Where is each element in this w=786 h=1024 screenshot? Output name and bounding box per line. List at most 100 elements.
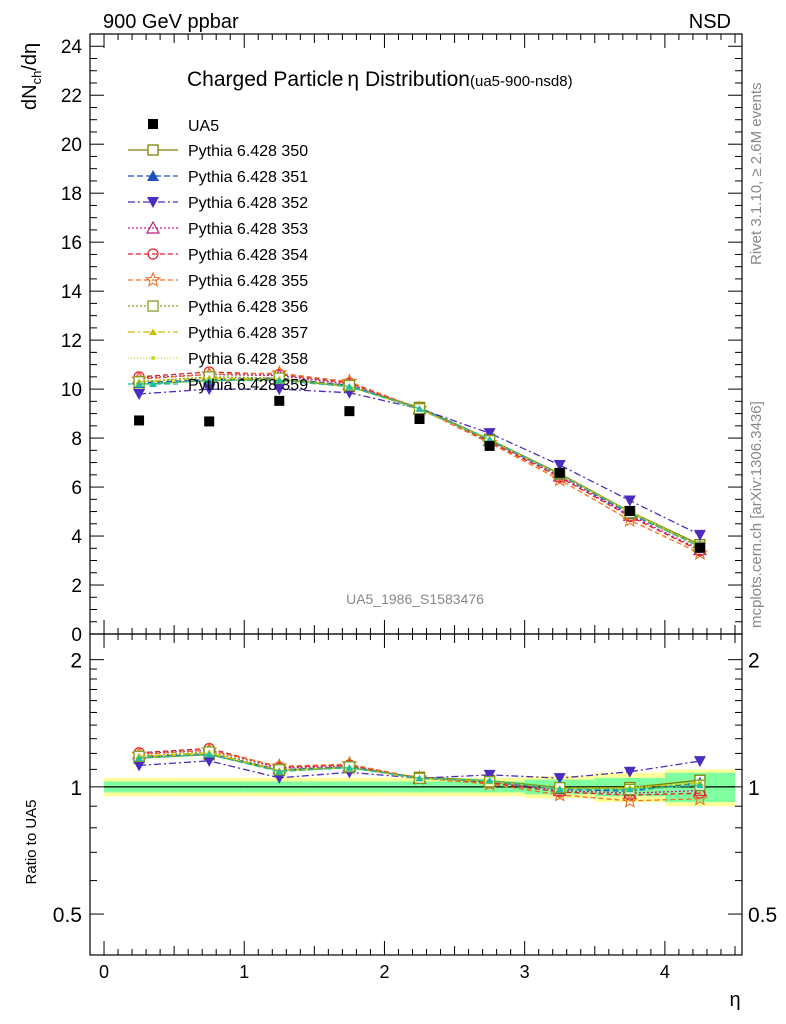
- legend-label: Pythia 6.428 351: [188, 169, 308, 186]
- ratio-series-point: [205, 751, 214, 758]
- series-point: [203, 384, 216, 396]
- ratio-series-point: [133, 760, 146, 772]
- ratio-series-point: [623, 766, 636, 778]
- series-352: [133, 384, 706, 785]
- y-tick-label: 8: [71, 429, 82, 450]
- series-point: [133, 389, 146, 400]
- ratio-series-point: [691, 790, 708, 806]
- series-point: [275, 377, 284, 384]
- legend-marker: [147, 170, 159, 181]
- legend-marker: [145, 220, 161, 234]
- legend-label: Pythia 6.428 354: [188, 247, 308, 264]
- ratio-series-point: [555, 785, 564, 793]
- legend-marker: [147, 144, 159, 156]
- ratio-series-point: [695, 781, 704, 789]
- legend-label: Pythia 6.428 359: [188, 377, 308, 394]
- y-tick-label: 18: [61, 184, 82, 205]
- data-point: [694, 542, 705, 553]
- ratio-tick-label-right: 0.5: [748, 904, 777, 927]
- legend-label: Pythia 6.428 355: [188, 273, 308, 290]
- ratio-series-point: [135, 754, 144, 762]
- series-line: [139, 377, 701, 547]
- data-point: [624, 506, 635, 517]
- y-tick-label: 2: [71, 576, 82, 597]
- y-tick-label: 6: [71, 478, 82, 499]
- y-axis-label: dNch/dη: [19, 43, 44, 110]
- series-point: [345, 383, 354, 390]
- ratio-tick-label-right: 2: [748, 650, 760, 673]
- legend-label: Pythia 6.428 358: [188, 351, 308, 368]
- series-357: [135, 374, 704, 792]
- series-line: [139, 371, 701, 552]
- y-tick-label: 22: [61, 86, 82, 107]
- plot-title-eta: η: [347, 68, 359, 91]
- series-line: [139, 378, 701, 547]
- rivet-label: Rivet 3.1.10, ≥ 2.6M events: [748, 83, 765, 266]
- y-tick-label: 14: [61, 282, 83, 303]
- series-point: [553, 460, 566, 472]
- series-353: [132, 367, 707, 799]
- data-point: [274, 395, 285, 406]
- ratio-series-point: [273, 772, 286, 784]
- process-label: NSD: [689, 11, 731, 33]
- ratio-series-point: [485, 777, 494, 784]
- x-axis-label: η: [729, 989, 740, 1011]
- legend: UA5 Pythia 6.428 350 Pythia 6.428 351 Pythi…: [128, 118, 308, 394]
- y-tick-label: 16: [61, 233, 82, 254]
- series-point: [693, 529, 706, 541]
- series-layer: [131, 364, 708, 808]
- series-point: [415, 405, 424, 412]
- y-axis-label-sub: ch: [29, 71, 44, 85]
- legend-marker-data: [148, 119, 158, 129]
- series-point: [205, 377, 214, 384]
- ratio-series-point: [553, 773, 566, 785]
- series-line: [139, 372, 701, 554]
- x-tick-label: 1: [239, 962, 249, 982]
- series-point: [485, 435, 494, 443]
- x-tick-label: 0: [99, 962, 109, 982]
- y-tick-label: 24: [61, 37, 83, 58]
- ratio-panel-frame: [89, 633, 743, 956]
- legend-marker: [151, 356, 155, 360]
- legend-label: Pythia 6.428 352: [188, 195, 308, 212]
- series-350: [133, 373, 706, 794]
- legend-label: Pythia 6.428 356: [188, 299, 308, 316]
- legend-label: Pythia 6.428 350: [188, 143, 308, 160]
- x-tick-label: 3: [520, 962, 530, 982]
- series-line: [139, 388, 701, 536]
- legend-label-data: UA5: [188, 118, 219, 135]
- y-tick-label: 0: [71, 625, 82, 646]
- y-tick-label: 20: [61, 135, 82, 156]
- ratio-series-point: [625, 785, 634, 793]
- plot-title-main: Charged Particle: [187, 68, 343, 91]
- legend-marker: [149, 328, 157, 335]
- legend-label: Pythia 6.428 357: [188, 325, 308, 342]
- ratio-series-point: [415, 774, 424, 782]
- legend-marker: [144, 271, 162, 287]
- legend-marker: [147, 248, 159, 260]
- y-axis-label-tail: /dη: [19, 43, 41, 71]
- ratio-series-point: [693, 756, 706, 768]
- data-point: [344, 406, 355, 417]
- ratio-series-point: [203, 755, 216, 767]
- plot-title: Charged Particle η Distribution(ua5-900-n…: [187, 68, 573, 91]
- data-point: [484, 440, 495, 451]
- ratio-series-point: [621, 792, 638, 808]
- energy-label: 900 GeV ppbar: [103, 11, 239, 33]
- legend-marker: [147, 300, 159, 312]
- data-point: [134, 415, 145, 426]
- ratio-series-point: [345, 764, 354, 771]
- series-356: [133, 371, 706, 796]
- x-tick-label: 2: [379, 962, 389, 982]
- legend-label: Pythia 6.428 353: [188, 221, 308, 238]
- y-tick-label: 12: [61, 331, 82, 352]
- mcplots-label: mcplots.cern.ch [arXiv:1306.3436]: [748, 401, 765, 628]
- data-point: [554, 467, 565, 478]
- data-point: [204, 416, 215, 427]
- ratio-series-point: [275, 768, 284, 775]
- ratio-series-line: [139, 753, 700, 790]
- series-359: [135, 377, 704, 793]
- y-tick-label: 10: [61, 380, 82, 401]
